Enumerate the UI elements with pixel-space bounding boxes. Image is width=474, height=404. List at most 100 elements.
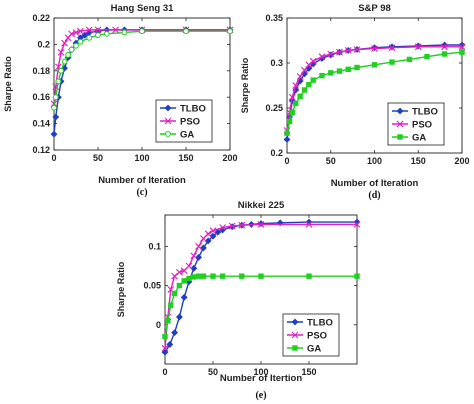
panel-label: (c) (136, 187, 147, 198)
y-axis-label: Sharpe Ratio (116, 261, 126, 317)
data-point (371, 45, 378, 52)
series-line (286, 46, 462, 131)
x-tick-label: 0 (284, 156, 289, 166)
panel-label: (d) (368, 190, 380, 201)
legend-marker (291, 318, 299, 326)
data-point (354, 273, 360, 279)
panel-label: (e) (255, 390, 266, 401)
data-point (293, 100, 299, 107)
legend-label: GA (412, 133, 426, 144)
data-point (219, 273, 226, 279)
data-point (458, 43, 466, 51)
x-axis-label: Number of Iteration (98, 175, 186, 186)
data-point (353, 46, 361, 53)
data-point (191, 274, 197, 280)
y-tick-label: 0 (156, 320, 161, 330)
chart-panel: 0 50 100 150 200 0.12 0.14 0.16 0.18 0.2 0.22 Hang … (3, 3, 238, 198)
x-tick-label: 150 (411, 156, 426, 166)
legend-marker (396, 120, 404, 128)
data-point (72, 29, 80, 36)
data-point (209, 232, 217, 240)
data-point (58, 67, 64, 74)
y-tick-label: 0.3 (270, 58, 283, 68)
series-ga (162, 273, 360, 340)
data-point (195, 242, 202, 250)
data-point (186, 275, 192, 282)
data-point (354, 64, 360, 71)
legend: TLBO PSO GA (387, 102, 445, 146)
data-point (94, 26, 102, 34)
legend: TLBO PSO GA (155, 99, 213, 143)
data-point (257, 221, 265, 228)
data-point (296, 73, 304, 80)
data-point (85, 26, 93, 34)
data-point (305, 221, 313, 228)
data-point (371, 62, 378, 68)
data-point (214, 228, 222, 236)
legend-label: PSO (307, 331, 327, 342)
data-point (121, 29, 128, 36)
y-tick-label: 0.12 (32, 145, 50, 155)
legend-label: TLBO (412, 107, 438, 118)
data-point (328, 70, 334, 76)
x-tick-label: 100 (134, 153, 149, 163)
y-tick-label: 0.18 (32, 66, 50, 76)
legend-marker (164, 104, 172, 112)
data-point (239, 273, 245, 279)
data-point (210, 273, 216, 279)
series-pso (283, 43, 466, 134)
data-point (309, 57, 317, 65)
data-point (286, 118, 293, 125)
data-point (344, 47, 352, 54)
y-tick-label: 0.1 (148, 241, 161, 251)
data-point (161, 348, 169, 356)
data-point (301, 66, 308, 74)
y-tick-label: 0.2 (270, 148, 283, 158)
data-point (310, 77, 316, 83)
legend-marker (396, 107, 404, 115)
series-pso (161, 221, 361, 352)
data-point (441, 51, 448, 57)
data-point (185, 262, 193, 270)
data-point (318, 53, 326, 61)
data-point (319, 72, 325, 79)
legend-marker (292, 345, 298, 351)
data-point (195, 253, 203, 261)
y-tick-label: 0.16 (32, 92, 50, 102)
data-point (77, 27, 84, 35)
chart-panel: 0 50 100 150 200 0.2 0.25 0.3 0.35 S&P 98 Number o… (240, 3, 470, 201)
legend-label: GA (180, 130, 194, 141)
x-tick-label: 150 (301, 367, 316, 377)
data-point (61, 58, 68, 65)
legend-marker (164, 117, 172, 125)
data-point (459, 49, 465, 55)
x-axis-label: Number of Iteration (331, 178, 419, 189)
chart-panel: 0 50 100 150 0 0.05 0.1 Nikkei 225 Number of Ite… (116, 200, 361, 401)
legend-label: PSO (180, 117, 200, 128)
x-tick-label: 0 (162, 367, 167, 377)
legend-label: GA (307, 344, 321, 355)
legend-label: PSO (412, 120, 432, 131)
data-point (406, 56, 413, 63)
data-point (181, 278, 187, 284)
data-point (168, 302, 174, 308)
chart-title: Hang Seng 31 (111, 3, 175, 14)
data-point (195, 273, 202, 279)
series-tlbo (161, 218, 361, 356)
series-line (53, 30, 230, 108)
data-point (424, 54, 430, 60)
y-tick-label: 0.35 (265, 13, 283, 23)
data-point (171, 290, 178, 297)
data-point (171, 272, 178, 280)
data-point (86, 34, 93, 41)
data-point (204, 230, 212, 238)
x-tick-label: 50 (208, 367, 218, 377)
chart-title: Nikkei 225 (238, 200, 285, 211)
data-point (327, 50, 335, 58)
data-point (288, 93, 296, 101)
x-tick-label: 200 (222, 153, 237, 163)
y-tick-label: 0.22 (32, 13, 50, 23)
data-point (176, 268, 183, 276)
data-point (389, 59, 395, 65)
